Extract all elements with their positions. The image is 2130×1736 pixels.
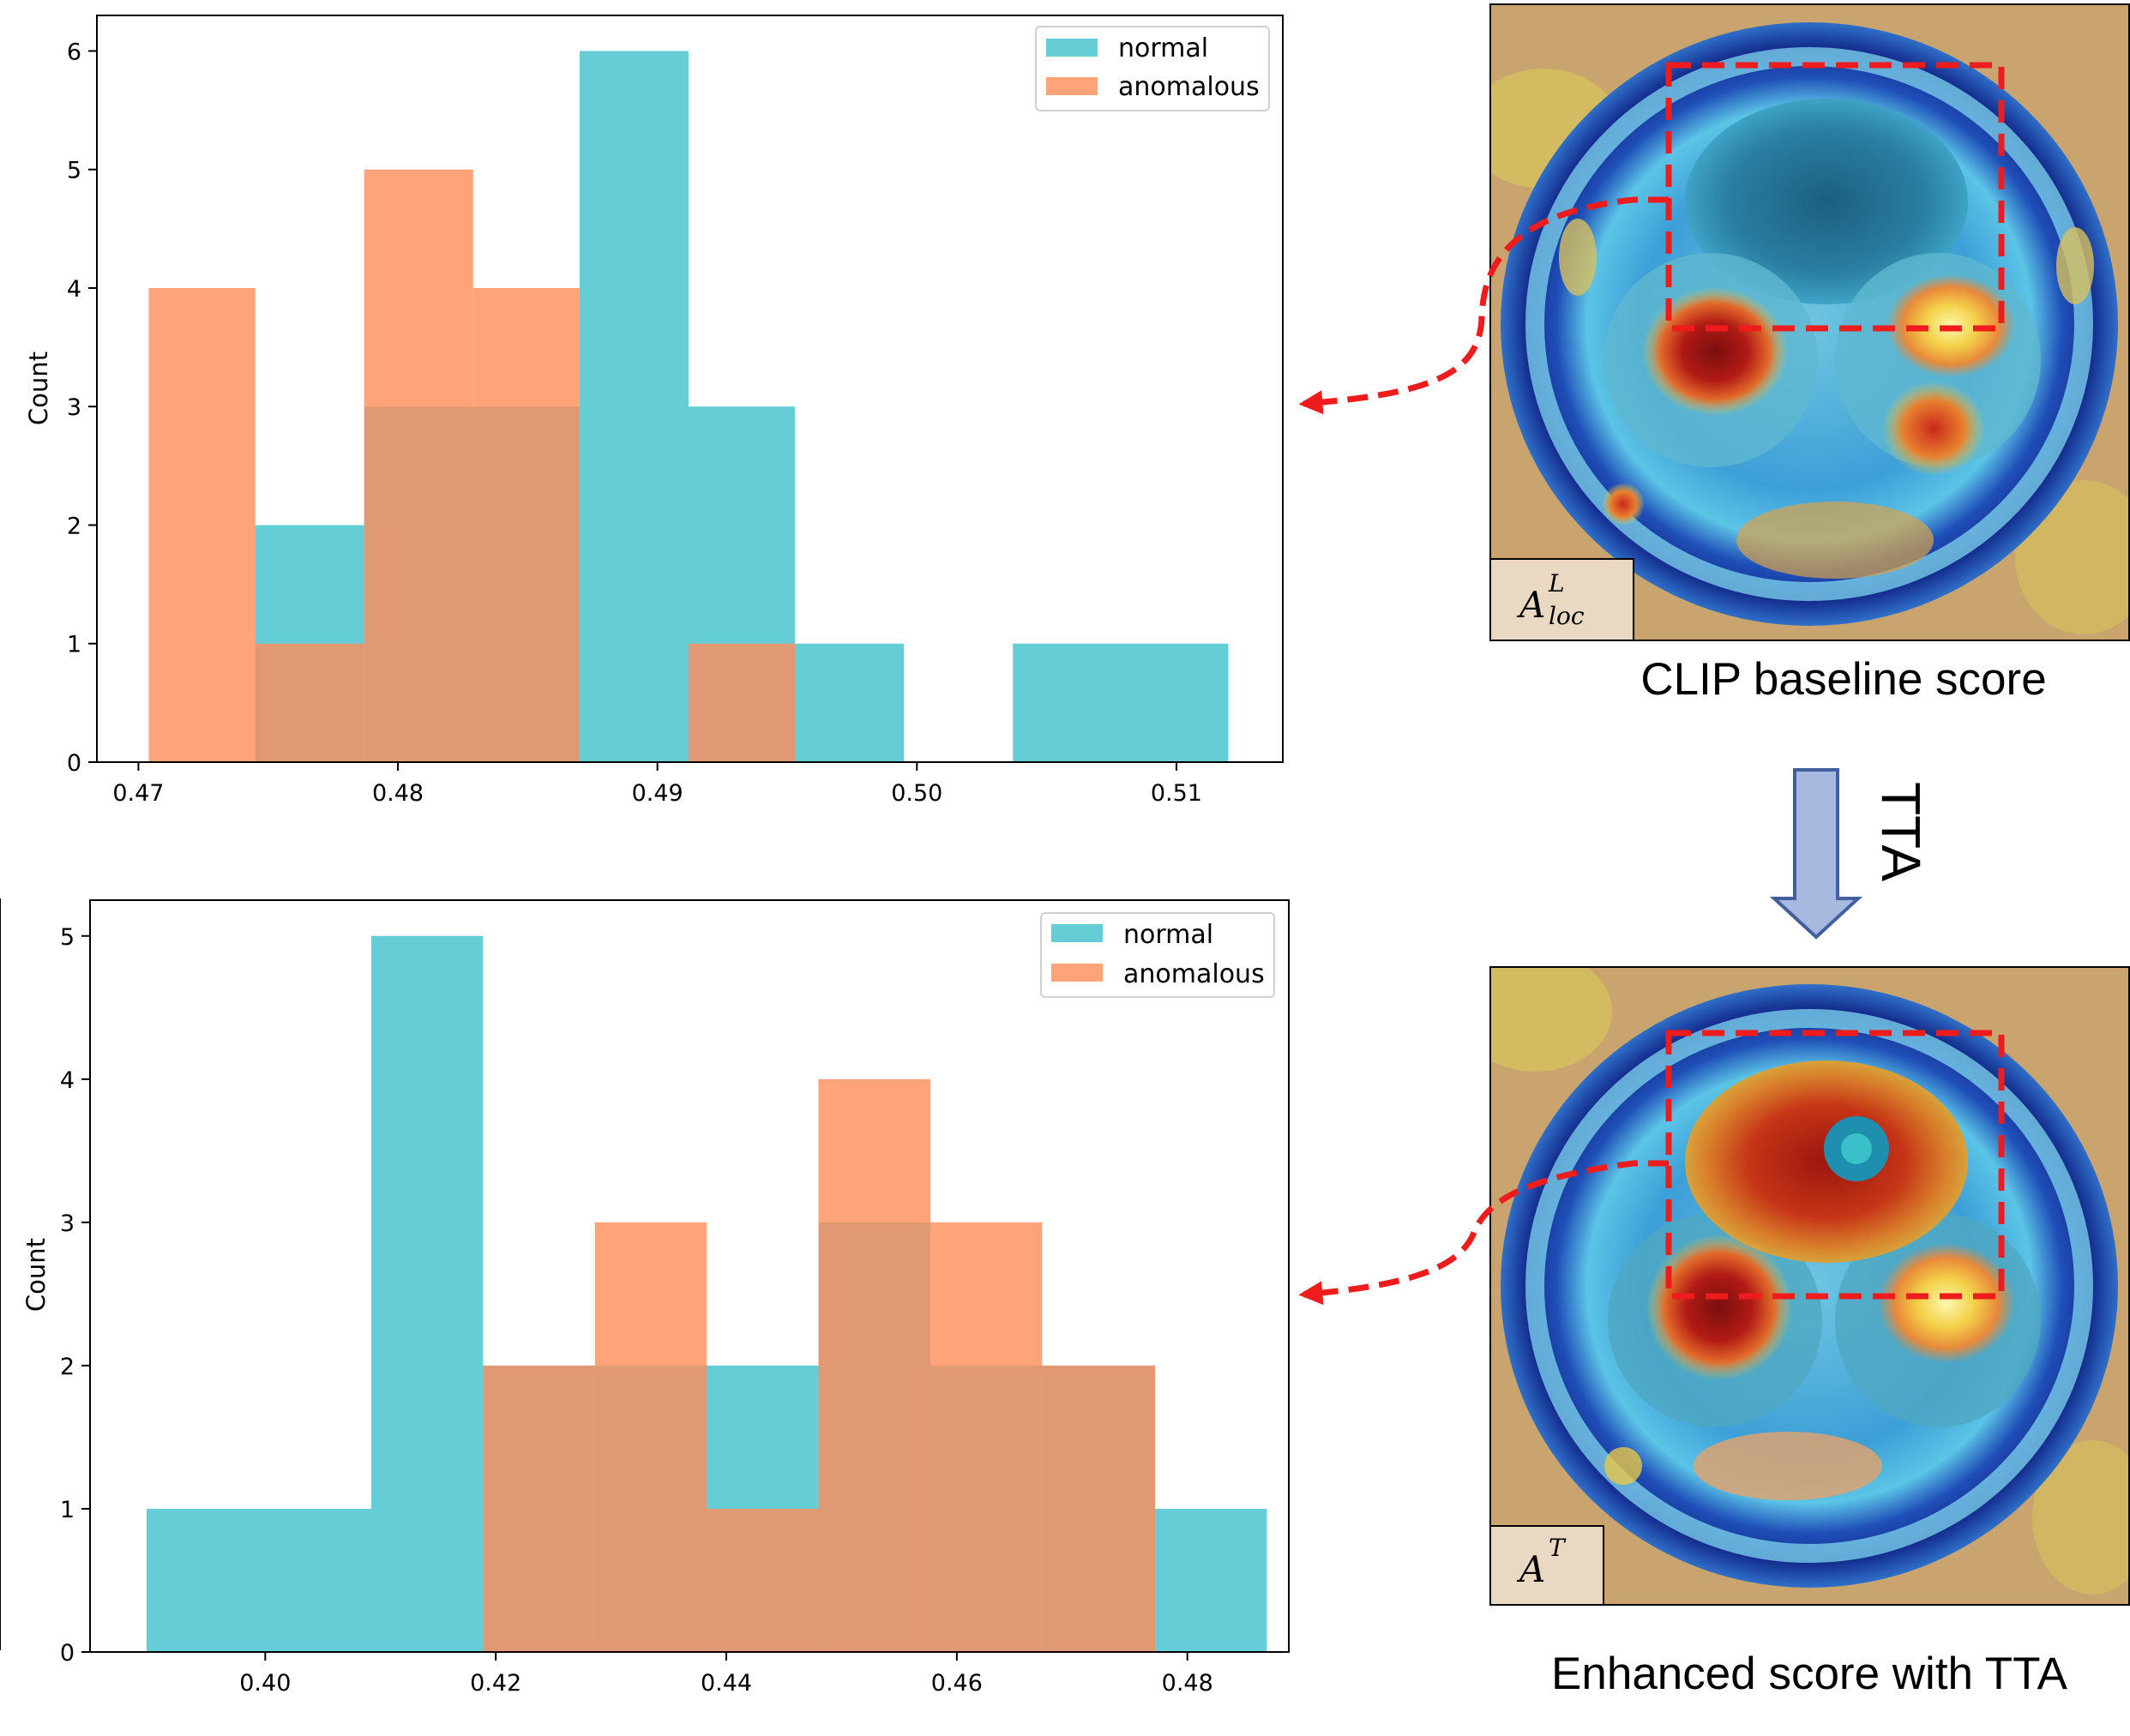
bar-anomalous-2 (707, 1508, 819, 1652)
histogram-top-legend: normal anomalous (1035, 26, 1270, 111)
histogram-bottom-y-label: Count (21, 1238, 51, 1312)
badge-bottom-superscript: T (1549, 1534, 1567, 1562)
heatmap-bottom-upper-blob (1685, 1060, 1968, 1263)
bar-normal-1 (370, 935, 484, 1652)
badge-top-symbol: A (1516, 584, 1545, 626)
legend-label-anomalous: anomalous (1118, 72, 1260, 102)
bar-normal-0 (146, 1508, 371, 1652)
bar-normal-6 (1013, 643, 1229, 762)
heatmap-bottom-caption: Enhanced score with TTA (1551, 1649, 2068, 1699)
legend-swatch-anomalous (1046, 77, 1098, 95)
heatmap-top-caption: CLIP baseline score (1640, 654, 2046, 705)
y-tick-label: 2 (67, 513, 81, 539)
tta-transition: TTA (1769, 768, 1932, 940)
bar-anomalous-3 (472, 287, 580, 762)
histogram-top-bars (148, 51, 1229, 762)
legend-swatch-anomalous (1051, 964, 1103, 982)
heatmap-top-badge (1489, 558, 1634, 641)
histogram-top: 0.47 0.48 0.49 0.50 0.51 0 1 2 3 4 5 6 Count norma… (24, 15, 1284, 807)
histogram-bottom-x-axis: 0.40 0.42 0.44 0.46 0.48 (239, 1652, 1213, 1697)
y-tick-label: 4 (60, 1067, 75, 1094)
heatmap-top: A L loc CLIP baseline score (1489, 3, 2130, 705)
legend-label-normal: normal (1118, 33, 1208, 63)
y-tick-label: 0 (60, 1640, 75, 1667)
x-tick-label: 0.48 (1162, 1670, 1213, 1697)
heatmap-bottom-frame (1489, 966, 2130, 1606)
histogram-bottom-y-axis: 0 1 2 3 4 5 (60, 924, 90, 1667)
y-tick-label: 5 (67, 158, 81, 184)
y-tick-label: 3 (60, 1210, 75, 1237)
heatmap-bottom-hotspot-right (1878, 1243, 2015, 1363)
x-tick-label: 0.42 (470, 1670, 521, 1697)
bar-anomalous-1 (594, 1222, 707, 1652)
bar-anomalous-0 (483, 1365, 595, 1652)
x-tick-label: 0.40 (239, 1670, 291, 1697)
bar-anomalous-3 (818, 1078, 930, 1652)
heatmap-bottom-hotspot-left (1646, 1234, 1792, 1380)
x-tick-label: 0.51 (1151, 780, 1202, 807)
y-tick-label: 5 (60, 924, 75, 951)
bar-anomalous-2 (364, 169, 473, 762)
histogram-bottom-frame (89, 899, 1290, 1653)
heatmap-top-frame (1489, 3, 2130, 641)
bar-anomalous-0 (148, 287, 256, 762)
histogram-top-y-label: Count (24, 351, 53, 425)
tta-label: TTA (1870, 782, 1932, 881)
histogram-top-y-axis: 0 1 2 3 4 5 6 (67, 39, 97, 777)
legend-swatch-normal (1046, 39, 1098, 57)
heatmap-bottom: A T Enhanced score with TTA (1489, 966, 2130, 1699)
legend-label-normal: normal (1123, 920, 1213, 950)
histogram-top-x-axis: 0.47 0.48 0.49 0.50 0.51 (112, 762, 1202, 807)
badge-top-subscript: loc (1549, 602, 1585, 630)
x-tick-label: 0.47 (112, 780, 164, 807)
heatmap-top-upper-pocket (1685, 99, 1968, 304)
y-tick-label: 1 (60, 1497, 75, 1523)
badge-top-superscript: L (1548, 569, 1565, 598)
down-arrow-icon (1769, 768, 1863, 940)
x-tick-label: 0.48 (372, 780, 424, 807)
x-tick-label: 0.44 (701, 1670, 752, 1697)
bar-anomalous-5 (1042, 1365, 1156, 1652)
y-tick-label: 2 (60, 1354, 75, 1380)
heatmap-bottom-badge (1489, 1525, 1604, 1606)
histogram-top-frame (96, 15, 1284, 763)
histogram-bottom-bars (146, 935, 1267, 1652)
y-tick-label: 1 (67, 632, 81, 658)
bar-normal-4 (795, 643, 905, 762)
bar-normal-8 (1155, 1508, 1267, 1652)
legend-swatch-normal (1051, 924, 1103, 942)
y-tick-label: 6 (67, 39, 81, 65)
badge-bottom-symbol: A (1516, 1548, 1545, 1590)
connector-arrow-bottom (1298, 1160, 1669, 1306)
bar-anomalous-1 (255, 643, 364, 762)
histogram-bottom: 0.40 0.42 0.44 0.46 0.48 0 1 2 3 4 5 Count normal… (21, 899, 1290, 1697)
y-tick-label: 3 (67, 394, 81, 421)
x-tick-label: 0.46 (931, 1670, 983, 1697)
histogram-bottom-legend: normal anomalous (1040, 912, 1275, 998)
heatmap-top-hotspot-left (1642, 287, 1788, 416)
bar-normal-2 (579, 51, 689, 762)
y-tick-label: 4 (67, 276, 81, 303)
x-tick-label: 0.49 (632, 780, 683, 807)
bar-anomalous-4 (930, 1222, 1043, 1652)
connector-arrow-top (1298, 196, 1669, 415)
x-tick-label: 0.50 (891, 780, 942, 807)
y-tick-label: 0 (67, 750, 81, 777)
legend-label-anomalous: anomalous (1123, 959, 1265, 989)
bar-anomalous-5 (688, 643, 796, 762)
